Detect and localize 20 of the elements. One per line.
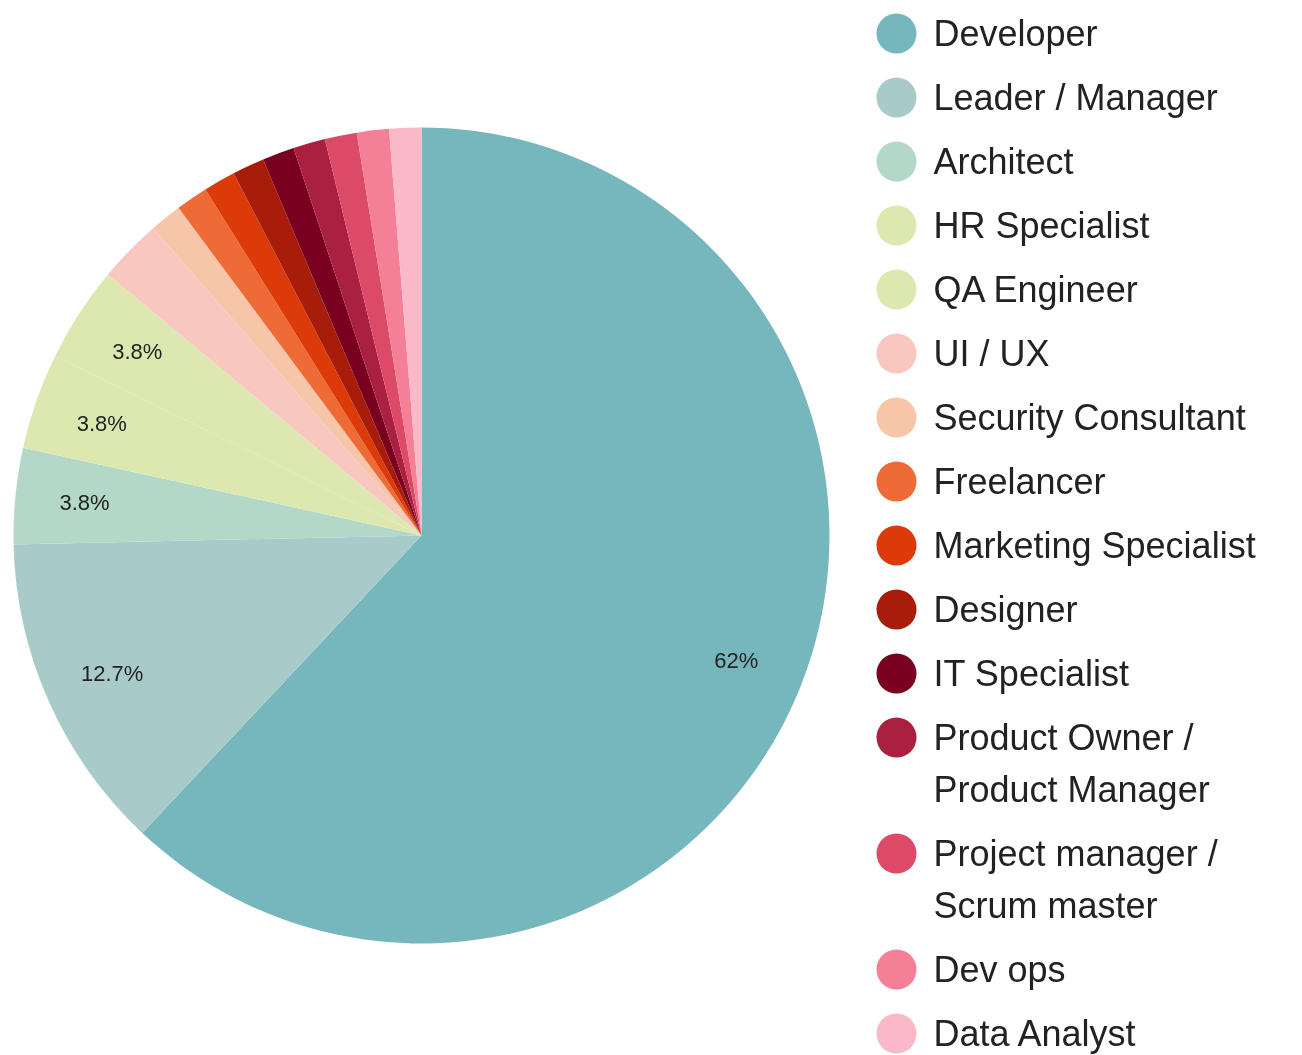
data-label: 3.8%: [59, 490, 110, 516]
legend-label: Dev ops: [933, 949, 1066, 990]
legend-label: Leader / Manager: [933, 77, 1218, 118]
legend-label: Data Analyst: [933, 1013, 1136, 1054]
legend-label: Designer: [933, 589, 1078, 630]
legend-label: Security Consultant: [933, 397, 1246, 438]
legend-label: Architect: [933, 141, 1074, 182]
data-label: 3.8%: [76, 411, 127, 437]
legend-label: UI / UX: [933, 333, 1050, 374]
legend-label: HR Specialist: [933, 205, 1150, 246]
legend-label: Product Owner / Product Manager: [933, 717, 1210, 810]
legend-label: Marketing Specialist: [933, 525, 1256, 566]
legend-label: Project manager / Scrum master: [933, 833, 1218, 926]
data-label: 12.7%: [81, 660, 144, 686]
legend-label: Developer: [933, 13, 1098, 54]
data-label: 62%: [714, 647, 759, 673]
legend-label: QA Engineer: [933, 269, 1138, 310]
data-label: 3.8%: [112, 338, 163, 364]
legend-label: IT Specialist: [933, 653, 1129, 694]
legend-label: Freelancer: [933, 461, 1106, 502]
